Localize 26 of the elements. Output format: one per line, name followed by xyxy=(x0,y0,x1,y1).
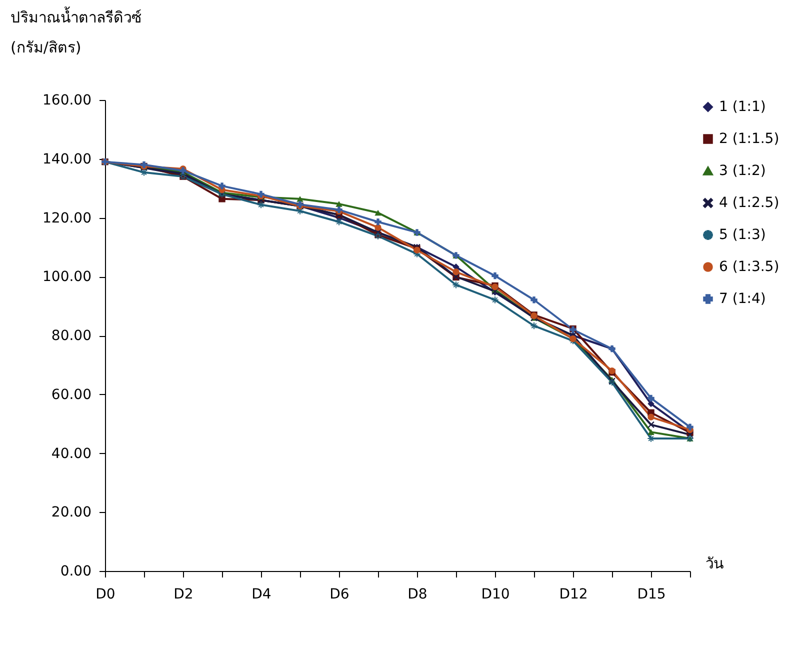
x-tick-label: D0 xyxy=(96,586,116,602)
legend-label: 2 (1:1.5) xyxy=(719,131,780,147)
y-tick-label: 120.00 xyxy=(42,210,92,226)
y-tick-label: 140.00 xyxy=(42,151,92,168)
legend-label: 4 (1:2.5) xyxy=(719,195,780,211)
x-tick-label: D8 xyxy=(408,586,428,602)
x-tick-label: D4 xyxy=(252,586,272,602)
x-tick-label: D6 xyxy=(330,586,350,602)
legend-label: 7 (1:4) xyxy=(719,291,766,307)
x-tick-label: D10 xyxy=(481,586,510,602)
legend-label: 1 (1:1) xyxy=(719,99,766,115)
x-tick-label: D12 xyxy=(559,586,588,602)
y-tick-label: 60.00 xyxy=(51,386,92,403)
y-tick-label: 0.00 xyxy=(60,564,92,580)
legend-label: 5 (1:3) xyxy=(719,227,766,243)
x-tick-label: D15 xyxy=(637,586,666,602)
legend-label: 3 (1:2) xyxy=(719,163,766,179)
y-tick-label: 100.00 xyxy=(42,269,92,286)
y-axis-title: ปริมาณน้ำตาลรีดิวซ์ (กรัม/สิตร) xyxy=(10,6,142,56)
y-tick-label: 20.00 xyxy=(51,504,92,521)
y-tick-label: 160.00 xyxy=(42,92,92,108)
x-axis-title: วัน xyxy=(706,554,724,572)
x-tick-label: D2 xyxy=(174,586,194,602)
y-tick-label: 40.00 xyxy=(51,446,92,462)
y-tick-label: 80.00 xyxy=(51,328,92,344)
legend-label: 6 (1:3.5) xyxy=(719,259,780,275)
